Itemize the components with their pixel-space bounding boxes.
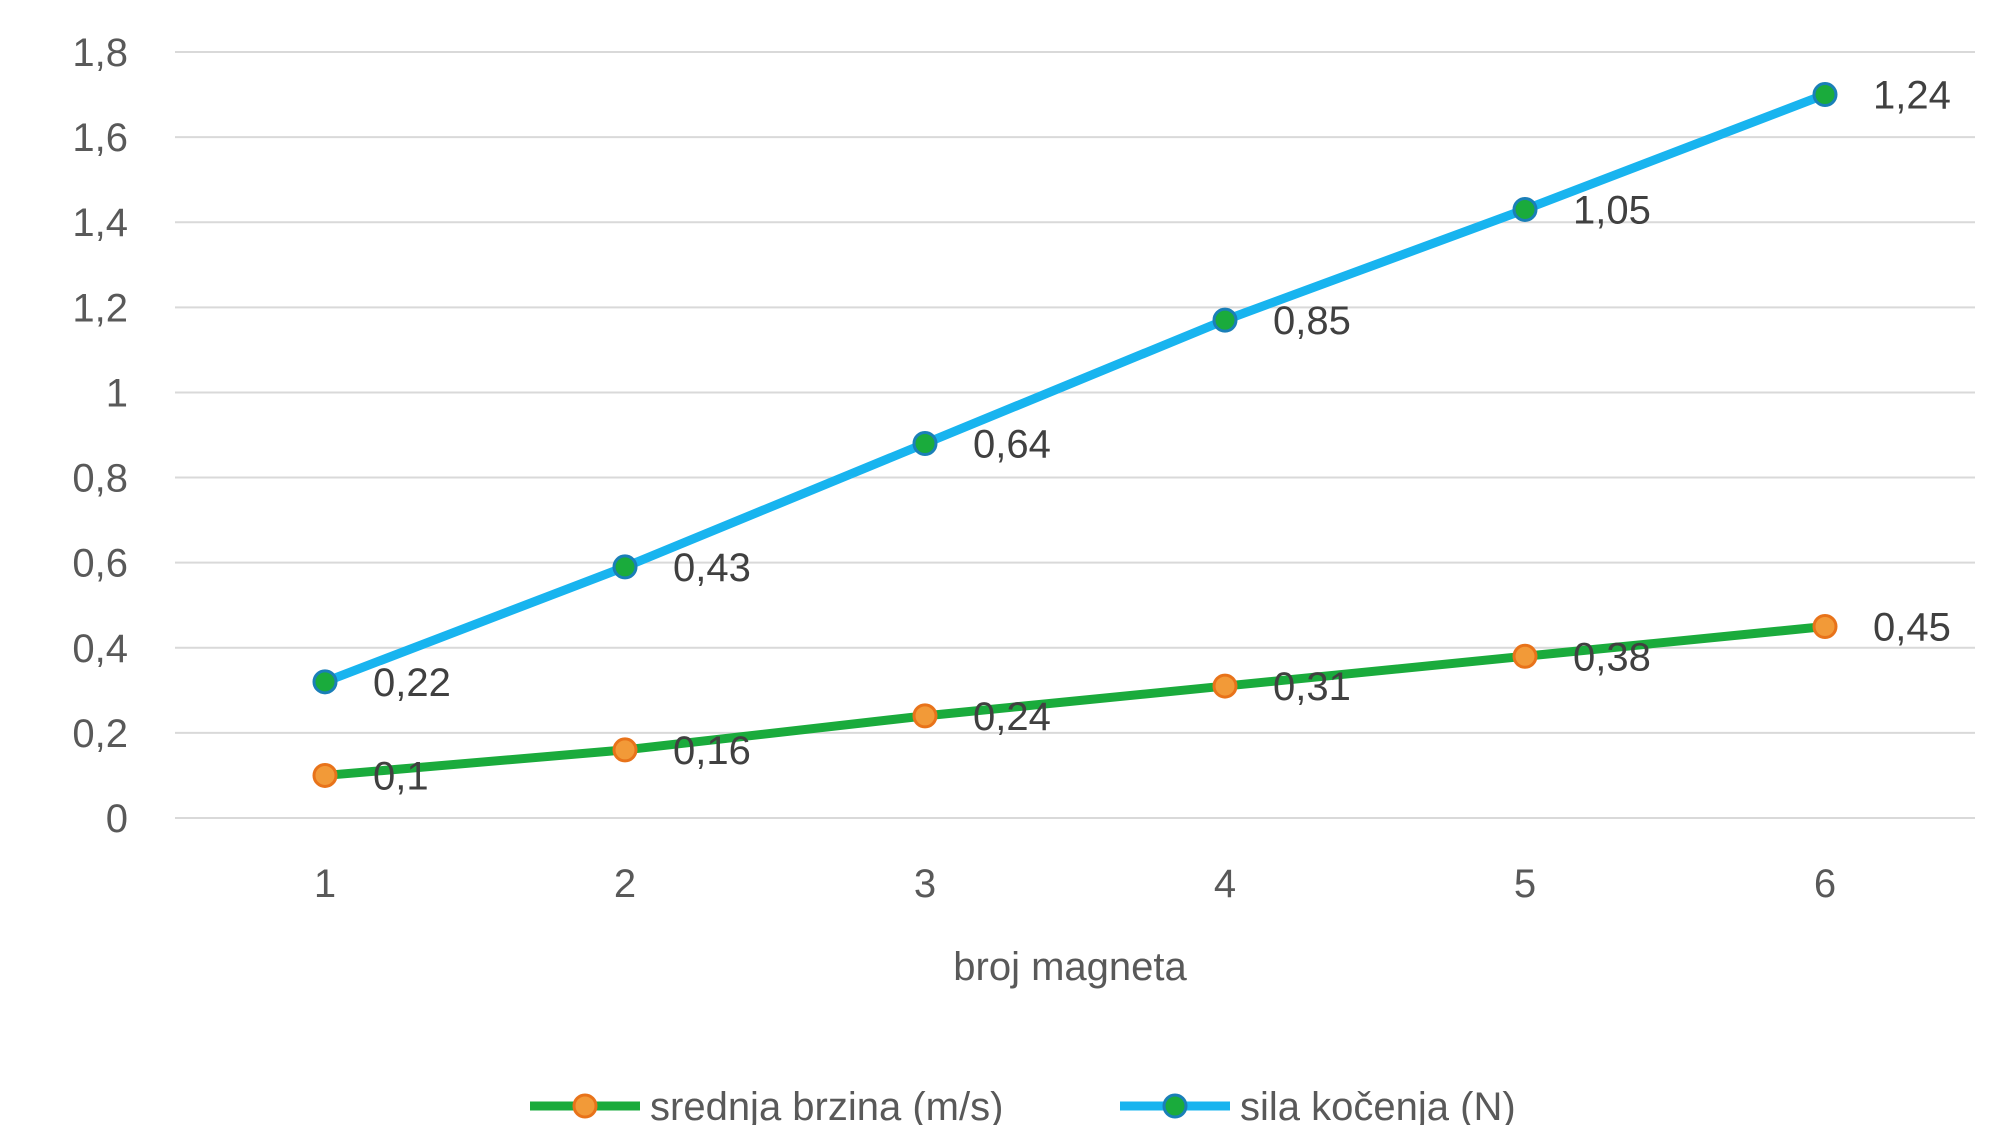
legend-label: sila kočenja (N) — [1240, 1085, 1516, 1125]
data-label: 0,24 — [973, 695, 1051, 739]
y-tick-label: 0 — [106, 797, 128, 841]
data-point — [912, 431, 938, 457]
data-label: 0,1 — [373, 754, 429, 798]
data-label: 0,43 — [673, 546, 751, 590]
data-label: 0,64 — [973, 423, 1051, 467]
data-label: 0,85 — [1273, 299, 1351, 343]
series-line — [320, 90, 1830, 687]
legend-marker-swatch — [572, 1093, 598, 1119]
x-axis-title: broj magneta — [953, 945, 1187, 989]
x-tick-label: 1 — [314, 862, 336, 906]
y-tick-label: 0,2 — [72, 712, 128, 756]
data-point — [612, 737, 638, 763]
series-2 — [312, 82, 1838, 695]
data-point — [1812, 82, 1838, 108]
data-label: 0,31 — [1273, 665, 1351, 709]
legend: srednja brzina (m/s) sila kočenja (N) — [530, 1085, 1516, 1125]
data-label: 0,22 — [373, 661, 451, 705]
data-labels: 0,1 0,16 0,24 0,31 0,38 0,45 0,22 0,43 0,64 0,85 1… — [373, 74, 1951, 799]
data-label: 1,05 — [1573, 188, 1651, 232]
legend-marker-swatch — [1162, 1093, 1188, 1119]
y-tick-label: 1 — [106, 371, 128, 415]
data-point — [1212, 673, 1238, 699]
series — [312, 82, 1838, 788]
legend-item: sila kočenja (N) — [1120, 1085, 1516, 1125]
data-label: 0,38 — [1573, 635, 1651, 679]
x-tick-label: 5 — [1514, 862, 1536, 906]
data-point — [1212, 307, 1238, 333]
y-tick-label: 0,6 — [72, 542, 128, 586]
data-point — [312, 669, 338, 695]
series-1 — [312, 614, 1838, 788]
legend-item: srednja brzina (m/s) — [530, 1085, 1003, 1125]
data-point — [912, 703, 938, 729]
x-tick-label: 6 — [1814, 862, 1836, 906]
data-label: 1,24 — [1873, 74, 1951, 118]
data-point — [1512, 196, 1538, 222]
data-label: 0,45 — [1873, 606, 1951, 650]
y-tick-label: 1,6 — [72, 116, 128, 160]
y-tick-label: 1,4 — [72, 201, 128, 245]
legend-label: srednja brzina (m/s) — [650, 1085, 1003, 1125]
y-axis-ticks: 0 0,2 0,4 0,6 0,8 1 1,2 1,4 1,6 1,8 — [72, 31, 128, 841]
y-tick-label: 0,4 — [72, 627, 128, 671]
x-tick-label: 2 — [614, 862, 636, 906]
data-label: 0,16 — [673, 729, 751, 773]
data-point — [612, 554, 638, 580]
data-point — [1812, 614, 1838, 639]
series-line — [320, 622, 1830, 780]
data-point — [312, 762, 338, 788]
gridlines — [175, 51, 1975, 819]
data-point — [1512, 643, 1538, 669]
y-tick-label: 0,8 — [72, 457, 128, 501]
y-tick-label: 1,2 — [72, 286, 128, 330]
x-tick-label: 3 — [914, 862, 936, 906]
y-tick-label: 1,8 — [72, 31, 128, 75]
x-axis-ticks: 1 2 3 4 5 6 — [314, 862, 1836, 906]
x-tick-label: 4 — [1214, 862, 1236, 906]
